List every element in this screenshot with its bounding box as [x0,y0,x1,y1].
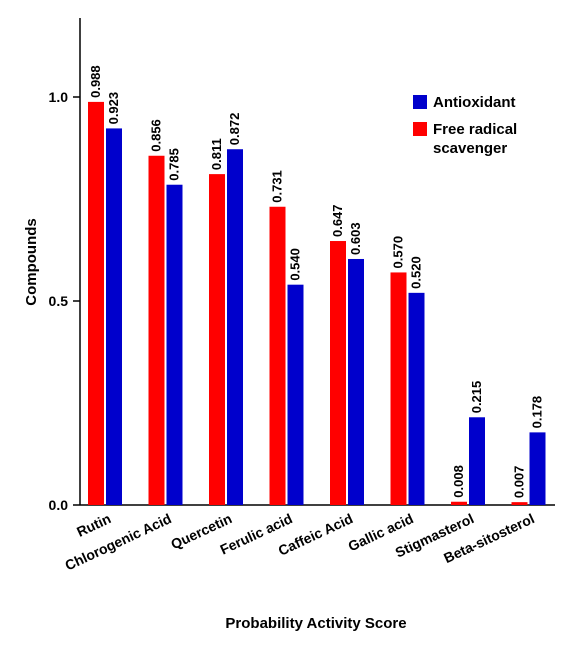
legend-swatch-free-radical-scavenger [413,122,427,136]
bar-free-radical-scavenger-beta-sitosterol [511,502,528,505]
legend-label-free-radical-line-2: scavenger [433,140,507,157]
bar-value-label: 0.540 [288,248,303,281]
bars [88,101,546,506]
bar-free-radical-scavenger-quercetin [209,174,225,505]
bar-value-label: 0.178 [530,396,545,429]
legend: Antioxidant Free radical scavenger [413,94,517,157]
x-tick-label: Rutin [74,510,113,540]
bar-value-label: 0.731 [270,170,285,203]
bar-antioxidant-rutin [106,128,122,505]
bar-free-radical-scavenger-gallic-acid [390,272,407,505]
x-tick-label: Chlorogenic Acid [62,510,173,573]
bar-antioxidant-chlorogenic-acid [166,184,183,505]
y-axis-title: Compounds [23,218,40,306]
legend-label-free-radical-line-1: Free radical [433,121,517,138]
bar-free-radical-scavenger-chlorogenic-acid [148,155,165,505]
bar-value-label: 0.647 [330,204,345,237]
bar-antioxidant-caffeic-acid [348,258,364,505]
bar-value-label: 0.988 [88,65,103,98]
bar-antioxidant-beta-sitosterol [529,432,546,505]
bar-value-label: 0.603 [348,222,363,255]
bar-antioxidant-ferulic-acid [287,284,304,505]
bar-value-label: 0.570 [391,236,406,269]
bar-free-radical-scavenger-rutin [88,101,104,506]
bar-antioxidant-quercetin [227,149,243,505]
bar-value-label: 0.785 [167,148,182,181]
bar-value-label: 0.007 [512,466,527,499]
bar-value-label: 0.215 [469,381,484,414]
y-tick-label: 1.0 [49,89,69,105]
bar-antioxidant-stigmasterol [469,417,485,505]
bar-free-radical-scavenger-stigmasterol [451,501,467,505]
y-tick-label: 0.5 [49,293,69,309]
y-ticks: 0.0 0.5 1.0 [49,89,80,513]
bar-free-radical-scavenger-ferulic-acid [269,206,286,505]
bar-free-radical-scavenger-caffeic-acid [330,241,346,506]
x-axis-title: Probability Activity Score [225,615,406,632]
legend-swatch-antioxidant [413,95,427,109]
bar-value-label: 0.872 [227,113,242,146]
legend-label-antioxidant: Antioxidant [433,94,516,111]
bar-value-label: 0.008 [451,465,466,498]
bar-value-label: 0.520 [409,256,424,289]
bar-value-label: 0.856 [149,119,164,152]
bar-value-label: 0.811 [209,138,224,170]
bar-antioxidant-gallic-acid [408,292,425,505]
bar-value-label: 0.923 [106,92,121,125]
y-tick-label: 0.0 [49,497,69,513]
